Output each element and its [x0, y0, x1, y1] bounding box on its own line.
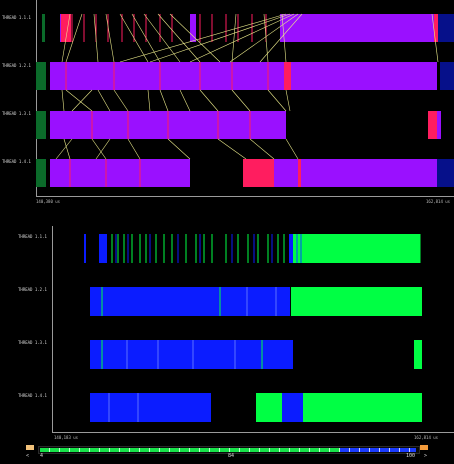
bottom-row4-green-block-a[interactable] — [256, 393, 282, 422]
top-row2-main-block[interactable] — [50, 62, 284, 90]
top-row3-start-marker[interactable] — [36, 111, 46, 139]
bottom-thread-label-3: THREAD 1.3.1 — [18, 340, 47, 345]
top-timeline-panel: THREAD 1.1.1 THREAD 1.2.1 THREAD 1.3.1 T… — [0, 0, 454, 210]
scroll-min-label: 4 — [40, 453, 44, 459]
bottom-row1-long-green-block[interactable] — [307, 234, 420, 263]
top-overlay-lines — [55, 13, 439, 187]
top-row4-start-marker[interactable] — [36, 159, 46, 187]
top-y-axis — [36, 0, 37, 196]
top-axis-start-label: 140,380 us — [36, 199, 61, 204]
bottom-thread-label-4: THREAD 1.4.1 — [18, 393, 47, 398]
top-row2-navy-tail[interactable] — [440, 62, 454, 90]
scroll-blue-range[interactable] — [340, 448, 416, 452]
bottom-row2-green-block[interactable] — [291, 287, 422, 316]
top-axis-end-label: 162,814 us — [426, 199, 451, 204]
top-row1-navy-tail[interactable] — [438, 14, 454, 42]
top-row1-burst-purple[interactable] — [60, 14, 61, 42]
bottom-y-axis — [52, 226, 53, 432]
top-row1-red-tail[interactable] — [434, 14, 438, 42]
top-thread-label-1: THREAD 1.1.1 — [2, 15, 31, 20]
bottom-axis-start-label: 140,183 us — [54, 435, 79, 440]
bottom-x-axis — [52, 432, 454, 433]
bottom-row4-blue-block[interactable] — [90, 393, 211, 422]
bottom-axis-end-label: 162,814 us — [414, 435, 439, 440]
bottom-row1-blue-tick[interactable] — [84, 234, 86, 263]
top-row2-long-block[interactable] — [291, 62, 437, 90]
scroll-left-arrow[interactable]: < — [26, 453, 30, 459]
top-thread-label-3: THREAD 1.3.1 — [2, 111, 31, 116]
top-row1-start-marker[interactable] — [42, 14, 45, 42]
scroll-max-label: 100 — [406, 453, 416, 459]
bottom-overlay-lines — [101, 234, 421, 422]
scroll-left-handle[interactable] — [26, 445, 34, 450]
scroll-track[interactable] — [38, 446, 420, 454]
bottom-row3-blue-block[interactable] — [90, 340, 293, 369]
top-row4-red-mark[interactable] — [298, 159, 301, 187]
timeline-scrollbar[interactable]: < 4 84 100 > — [0, 444, 454, 464]
top-x-axis — [36, 196, 454, 197]
bottom-thread-label-2: THREAD 1.2.1 — [18, 287, 47, 292]
scroll-green-range[interactable] — [40, 448, 340, 452]
top-row2-red-block[interactable] — [284, 62, 291, 90]
top-row1-burst-red[interactable] — [61, 14, 71, 42]
bottom-thread-label-1: THREAD 1.1.1 — [18, 234, 47, 239]
top-row4-purple-block[interactable] — [274, 159, 298, 187]
top-row3-red-block[interactable] — [428, 111, 437, 139]
top-row1-block-a[interactable] — [190, 14, 196, 42]
top-row4-long-block[interactable] — [301, 159, 437, 187]
scroll-right-handle[interactable] — [420, 445, 428, 450]
top-thread-label-2: THREAD 1.2.1 — [2, 63, 31, 68]
top-row4-navy-tail[interactable] — [437, 159, 454, 187]
bottom-row4-green-block-b[interactable] — [303, 393, 422, 422]
scroll-right-arrow[interactable]: > — [424, 453, 428, 459]
bottom-row1-blue-block-b[interactable] — [289, 234, 293, 263]
top-row3-purple-tail[interactable] — [437, 111, 441, 139]
top-row2-start-marker[interactable] — [36, 62, 46, 90]
bottom-row1-blue-block[interactable] — [99, 234, 107, 263]
bottom-timeline-panel: THREAD 1.1.1 THREAD 1.2.1 THREAD 1.3.1 T… — [0, 222, 454, 444]
scroll-mid-label: 84 — [228, 453, 235, 459]
bottom-row2-blue-block[interactable] — [90, 287, 290, 316]
bottom-row4-blue-block-b[interactable] — [282, 393, 303, 422]
bottom-row3-green-tail[interactable] — [414, 340, 422, 369]
top-row1-long-block[interactable] — [304, 14, 434, 42]
top-thread-label-4: THREAD 1.4.1 — [2, 159, 31, 164]
top-row4-main-block[interactable] — [50, 159, 190, 187]
top-row4-red-block[interactable] — [243, 159, 274, 187]
